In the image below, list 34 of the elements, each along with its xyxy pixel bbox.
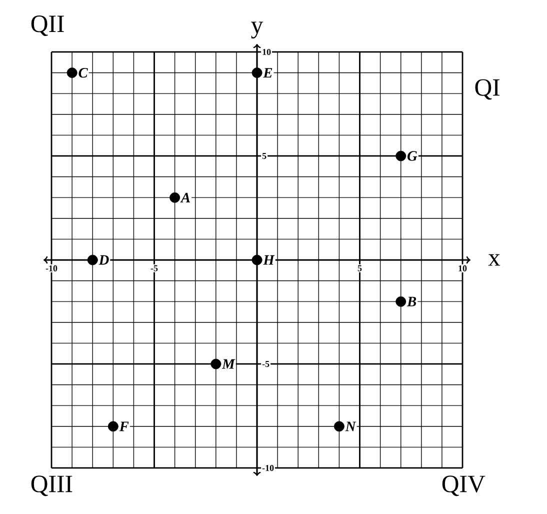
text: QI [475, 79, 500, 100]
series-label: F [119, 422, 129, 432]
series-label: C [78, 68, 88, 78]
series-label: B [406, 296, 416, 306]
y-axis-title: y [251, 22, 264, 38]
y-tick-label: -5 [262, 361, 270, 367]
point [252, 254, 262, 266]
point [87, 254, 98, 266]
point [210, 358, 222, 370]
text: QII [31, 16, 64, 36]
point [396, 296, 406, 307]
series-label: H [263, 255, 275, 265]
series-label: G [408, 151, 418, 161]
point [396, 150, 406, 162]
x-tick-label: 5 [358, 265, 362, 272]
point [170, 192, 180, 203]
series-label: A [180, 192, 190, 202]
y-tick-label: 5 [262, 153, 266, 159]
series-label: D [98, 255, 109, 265]
x-tick-label: -5 [150, 265, 158, 272]
series-label: E [263, 68, 272, 78]
x-tick-label: 10 [458, 265, 467, 272]
point [108, 421, 118, 432]
y-tick-label: -10 [262, 464, 274, 472]
series-label: M [222, 359, 236, 369]
point [66, 68, 78, 78]
text: QIV [442, 476, 486, 496]
x-tick-label: -10 [46, 265, 58, 272]
series-label: N [345, 422, 356, 432]
y-tick-label: 10 [262, 48, 271, 56]
point [334, 421, 344, 432]
point [252, 68, 262, 78]
text: QIII [31, 476, 72, 496]
x-axis-title: x [488, 254, 500, 266]
